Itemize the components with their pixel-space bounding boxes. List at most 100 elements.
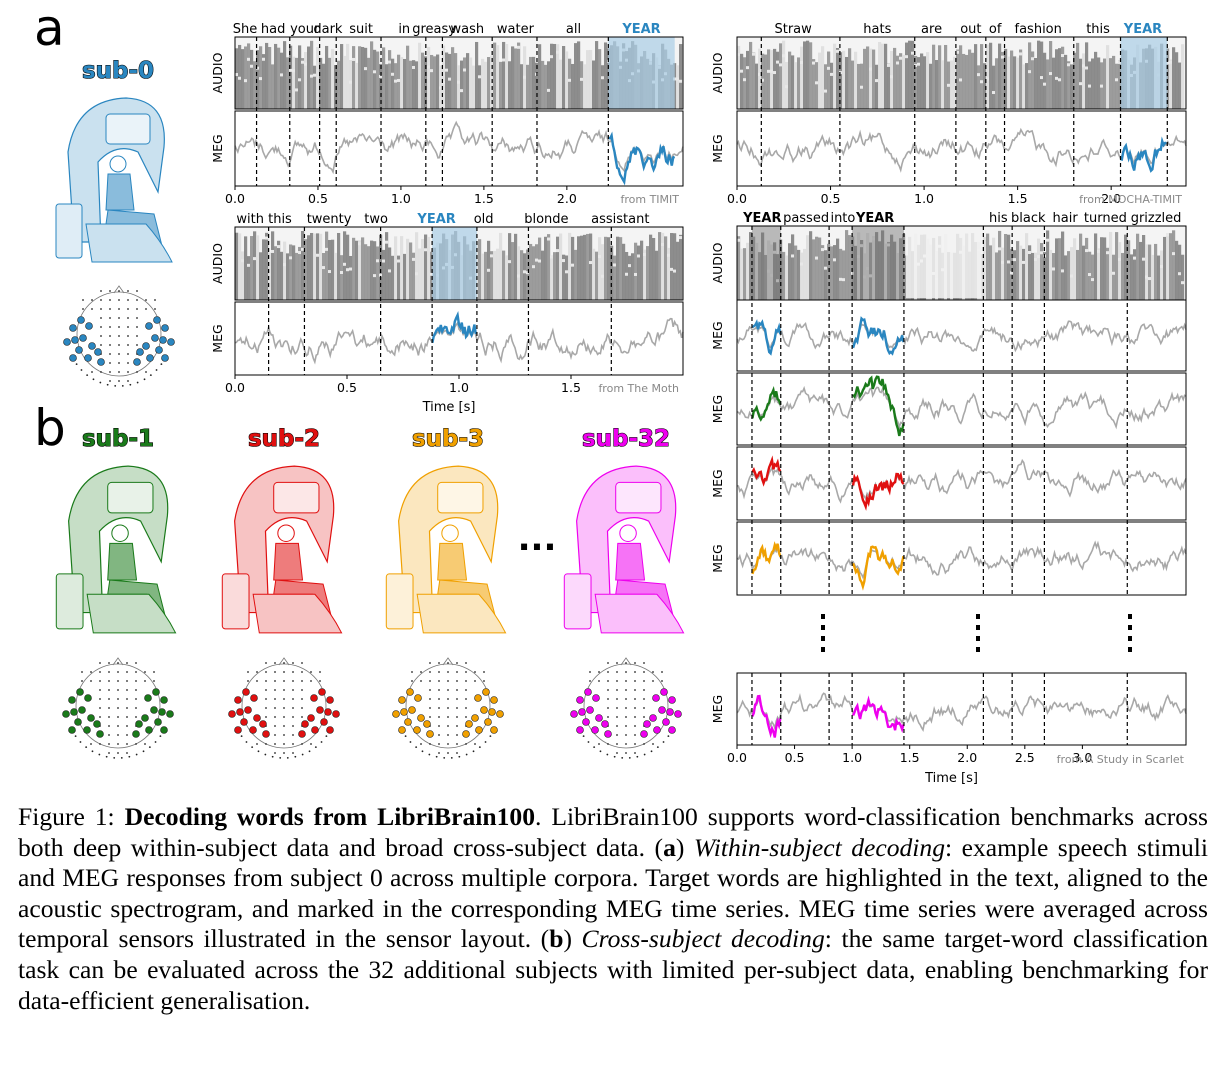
x-axis-label: Time [s] [924, 771, 978, 786]
spectrogram-column [301, 231, 305, 300]
temporal-sensor [161, 354, 169, 362]
spectrogram-column [679, 44, 683, 109]
sensor-dot [136, 308, 138, 310]
sensor-dot [625, 671, 627, 673]
spectrogram-band [824, 89, 828, 93]
sensor-dot [589, 671, 591, 673]
sensor-dot [118, 335, 120, 337]
spectrogram-column [959, 45, 963, 109]
sensor-dot [153, 671, 155, 673]
spectrogram-band [1166, 61, 1170, 65]
sensor-dot [634, 671, 636, 673]
sensor-dot [135, 753, 138, 756]
spectrogram-band [253, 257, 257, 261]
spectrogram-column [881, 43, 885, 109]
sensor-dot [159, 735, 162, 738]
spectrogram-column [235, 232, 239, 300]
chart-a-top-right: Straw hats are out of fashion this YEAR 0.0 0.5 1.… [710, 22, 1187, 206]
meg-target-segment [751, 319, 782, 356]
x-tick-label: 0.5 [337, 380, 357, 395]
temporal-sensor [406, 688, 414, 696]
sensor-dot [127, 371, 129, 373]
spectrogram-band [1178, 272, 1182, 276]
spectrogram-band [833, 258, 837, 262]
vertical-ellipsis-dot [1128, 625, 1132, 630]
spectrogram-column [833, 43, 837, 109]
word-label: YEAR [1123, 22, 1162, 37]
spectrogram-column [283, 41, 287, 110]
spectrogram-band [956, 50, 960, 54]
sensor-dot [109, 335, 111, 337]
spectrogram-column [520, 250, 524, 300]
spectrogram-column [755, 63, 759, 109]
spectrogram-column [1022, 64, 1026, 109]
spectrogram-band [1160, 265, 1164, 269]
spectrogram-band [364, 67, 368, 71]
sensor-dot [625, 707, 627, 709]
sensor-dot [117, 752, 119, 754]
temporal-sensor [160, 726, 168, 734]
temporal-sensor [240, 718, 248, 726]
spectrogram-column [400, 236, 404, 300]
spectrogram-column [971, 52, 975, 109]
sensor-dot [108, 671, 110, 673]
sensor-dot [616, 689, 618, 691]
subject-chair-illustration [55, 465, 177, 634]
spectrogram-band [1142, 257, 1146, 261]
spectrogram-column [421, 238, 425, 300]
sensor-dot [593, 746, 596, 748]
sensor-dot [314, 746, 317, 748]
sensor-dot [438, 671, 440, 673]
spectrogram-column [529, 243, 533, 300]
spectrogram-column [241, 49, 245, 109]
word-label: out [960, 22, 981, 37]
spectrogram-column [779, 43, 783, 109]
spectrogram-column [1067, 251, 1071, 300]
sensor-dot [142, 750, 145, 753]
sensor-dot [265, 680, 267, 682]
sensor-dot [429, 671, 431, 673]
sensor-dot [109, 308, 111, 310]
spectrogram-column [250, 49, 254, 109]
sensor-dot [265, 743, 267, 745]
spectrogram-column [403, 58, 407, 109]
spectrogram-band [556, 249, 560, 253]
spectrogram-column [884, 243, 888, 300]
spectrogram-column [1097, 57, 1101, 109]
spectrogram-band [445, 68, 449, 72]
spectrogram-band [502, 58, 506, 62]
spectrogram-column [1067, 61, 1071, 109]
spectrogram-column [869, 48, 873, 109]
spectrogram-band [283, 263, 287, 267]
spectrogram-column [950, 60, 954, 109]
spectrogram-column [800, 46, 804, 109]
sensor-dot [126, 662, 128, 664]
sensor-dot [456, 734, 458, 736]
temporal-sensor [310, 694, 318, 702]
spectrogram-column [277, 47, 281, 109]
spectrogram-column [496, 45, 500, 109]
word-label: water [497, 22, 535, 37]
spectrogram-column [367, 246, 371, 300]
spectrogram-column [1013, 250, 1017, 300]
sensor-dot [589, 680, 591, 682]
spectrogram-band [634, 272, 638, 276]
spectrogram-column [628, 255, 632, 300]
sub0-sensor-layout [63, 285, 175, 387]
spectrogram-column [782, 251, 786, 300]
temporal-sensor [674, 710, 682, 718]
sensor-dot [127, 335, 129, 337]
seat-icon [85, 223, 173, 263]
spectrogram-column [920, 53, 924, 109]
sensor-dot [429, 689, 431, 691]
caption-a: a [663, 832, 676, 862]
spectrogram-column [872, 236, 876, 300]
spectrogram-band [1070, 274, 1074, 278]
spectrogram-band [325, 247, 329, 251]
spectrogram-column [520, 64, 524, 109]
spectrogram-column [1064, 255, 1068, 300]
spectrogram-column [1169, 233, 1173, 300]
spectrogram-column [544, 236, 548, 300]
temporal-sensor [414, 694, 422, 702]
